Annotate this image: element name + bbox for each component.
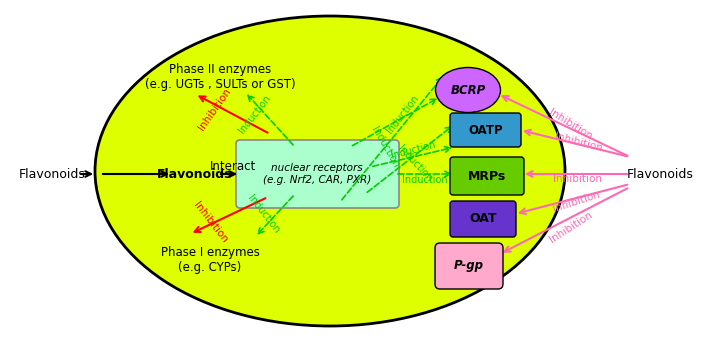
FancyBboxPatch shape [450, 201, 516, 237]
Text: Inhibition: Inhibition [553, 174, 602, 184]
Text: Induction: Induction [396, 144, 434, 184]
Text: Flavonoids: Flavonoids [19, 168, 86, 181]
Ellipse shape [95, 16, 565, 326]
Text: Phase II enzymes
(e.g. UGTs , SULTs or GST): Phase II enzymes (e.g. UGTs , SULTs or G… [145, 63, 295, 91]
FancyBboxPatch shape [236, 140, 399, 208]
Text: BCRP: BCRP [451, 83, 486, 96]
Text: Induction: Induction [385, 93, 421, 135]
FancyBboxPatch shape [435, 243, 503, 289]
Text: Inhibition: Inhibition [547, 107, 593, 141]
Text: Inhibition: Inhibition [551, 190, 601, 214]
Text: Phase I enzymes
(e.g. CYPs): Phase I enzymes (e.g. CYPs) [160, 246, 260, 274]
Text: Interact: Interact [210, 160, 256, 173]
Text: OATP: OATP [468, 123, 503, 136]
Text: Inhibition: Inhibition [197, 86, 233, 132]
Text: MRPs: MRPs [468, 170, 506, 183]
Text: nuclear receptors
(e.g. Nrf2, CAR, PXR): nuclear receptors (e.g. Nrf2, CAR, PXR) [263, 163, 371, 185]
Text: Inhibition: Inhibition [553, 131, 603, 153]
Text: Flavonoids: Flavonoids [627, 168, 694, 181]
Ellipse shape [436, 67, 501, 113]
Text: Induction: Induction [402, 175, 448, 185]
Text: Flavonoids: Flavonoids [158, 168, 232, 181]
Text: Induction: Induction [369, 125, 401, 169]
FancyBboxPatch shape [450, 113, 521, 147]
Text: Inhibition: Inhibition [548, 209, 594, 245]
Text: Induction: Induction [390, 139, 436, 161]
Text: OAT: OAT [469, 212, 497, 225]
Text: P-gp: P-gp [454, 260, 484, 273]
Text: Induction: Induction [237, 93, 273, 135]
Text: Inhibition: Inhibition [191, 200, 229, 245]
Text: Induction: Induction [245, 193, 281, 235]
FancyBboxPatch shape [450, 157, 524, 195]
